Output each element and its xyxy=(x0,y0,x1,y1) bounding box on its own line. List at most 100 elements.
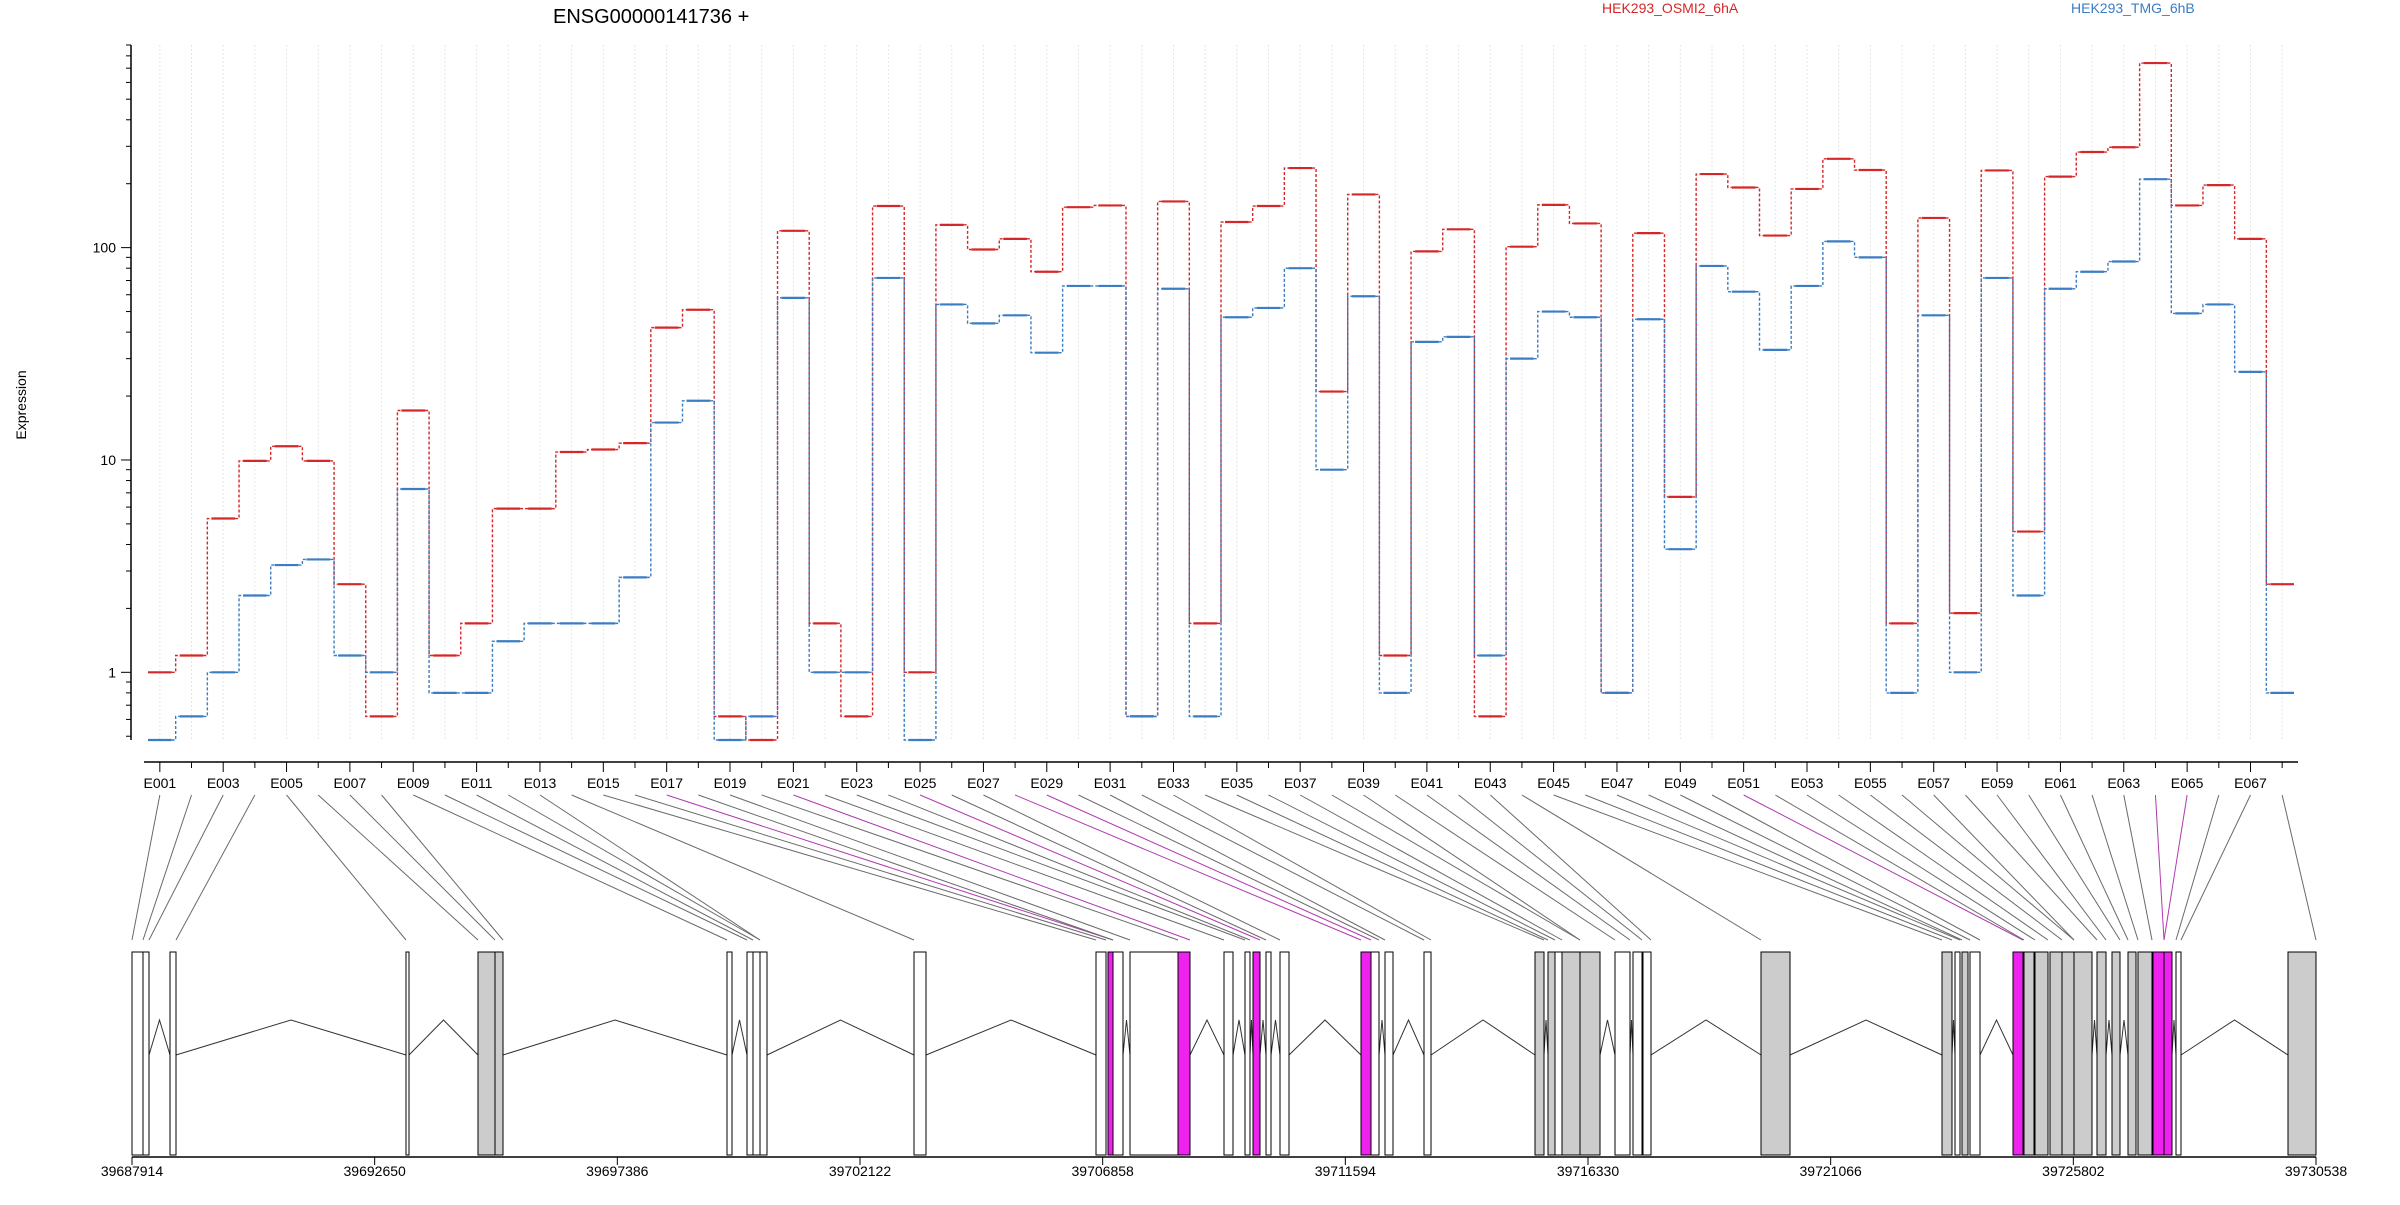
connector-segment xyxy=(1977,277,1986,674)
connector-segment xyxy=(235,460,244,520)
connector-segment xyxy=(1280,267,1289,309)
intron-line xyxy=(1232,1019,1246,1056)
connector-segment xyxy=(1755,291,1764,351)
connector-segment xyxy=(805,297,814,674)
connector-line xyxy=(539,794,761,941)
exon-connector-lines xyxy=(131,794,2317,941)
connector-line xyxy=(349,794,496,941)
connector-segment xyxy=(330,460,339,585)
exon-block xyxy=(913,951,927,1156)
connector-segment xyxy=(2008,277,2017,597)
connector-segment xyxy=(1533,204,1542,248)
x-tick-label: E039 xyxy=(1347,775,1380,791)
connector-line xyxy=(381,794,504,941)
intron-line xyxy=(2091,1019,2098,1056)
connector-line xyxy=(413,794,728,941)
connector-line xyxy=(1806,794,2036,941)
exon-block xyxy=(1941,951,1953,1156)
connector-line xyxy=(175,794,256,941)
connector-segment xyxy=(1407,250,1416,657)
intron-line xyxy=(1599,1019,1616,1056)
genomic-tick-label: 39721066 xyxy=(1800,1163,1863,1179)
connector-segment xyxy=(2167,178,2176,315)
x-axis: E001 E003 E005 E007 E009 E011 E013 E015 E017 E019… xyxy=(143,761,2298,791)
intron-line xyxy=(2171,1019,2177,1056)
exon-block xyxy=(1961,951,1969,1156)
connector-segment xyxy=(1375,295,1384,694)
connector-segment xyxy=(1502,246,1511,718)
genomic-coordinate-axis: 39687914 39692650 39697386 39702122 39706858… xyxy=(101,1156,2347,1179)
connector-line xyxy=(2154,794,2165,941)
connector-segment xyxy=(2103,260,2112,273)
connector-segment xyxy=(1153,288,1162,718)
connector-segment xyxy=(551,451,560,510)
exon-block xyxy=(405,951,410,1156)
x-tick-label: E007 xyxy=(334,775,367,791)
x-tick-label: E041 xyxy=(1411,775,1444,791)
connector-segment xyxy=(1058,206,1067,273)
exon-block xyxy=(142,951,150,1156)
intron-line xyxy=(1979,1018,2014,1056)
intron-line xyxy=(1789,1019,1943,1056)
connector-segment xyxy=(1470,336,1479,657)
intron-line xyxy=(2105,1019,2113,1056)
exon-block xyxy=(1969,951,1981,1156)
exon-block xyxy=(1223,951,1234,1156)
connector-line xyxy=(1141,794,1425,941)
intron-line xyxy=(766,1019,915,1056)
intron-line xyxy=(1270,1019,1281,1056)
exon-block xyxy=(2012,951,2024,1156)
connector-segment xyxy=(2135,62,2144,148)
intron-line xyxy=(1392,1018,1425,1056)
connector-segment xyxy=(456,622,465,657)
connector-segment xyxy=(1723,173,1732,189)
connector-segment xyxy=(995,314,1004,325)
connector-segment xyxy=(1248,205,1257,223)
genomic-tick-label: 39702122 xyxy=(829,1163,892,1179)
connector-line xyxy=(729,794,1131,941)
connector-segment xyxy=(2135,178,2144,263)
connector-segment xyxy=(2262,371,2271,694)
connector-segment xyxy=(1058,285,1067,354)
exon-block xyxy=(2152,951,2165,1156)
connector-segment xyxy=(1565,310,1574,318)
y-tick-label: 100 xyxy=(93,240,117,256)
connector-line xyxy=(1394,794,1616,941)
connector-line xyxy=(1648,794,1963,941)
connector-segment xyxy=(963,224,972,251)
connector-segment xyxy=(203,671,212,718)
intron-line xyxy=(148,1018,171,1056)
x-tick-label: E013 xyxy=(524,775,557,791)
x-tick-label: E045 xyxy=(1537,775,1570,791)
exon-block xyxy=(1279,951,1290,1156)
x-tick-label: E061 xyxy=(2044,775,2077,791)
exon-block xyxy=(477,951,496,1156)
connector-segment xyxy=(1818,158,1827,190)
connector-segment xyxy=(741,715,750,741)
x-tick-label: E059 xyxy=(1981,775,2014,791)
exon-block xyxy=(1265,951,1272,1156)
connector-line xyxy=(1838,794,2049,941)
genomic-tick-label: 39706858 xyxy=(1072,1163,1135,1179)
x-tick-label: E023 xyxy=(840,775,873,791)
intron-line xyxy=(2180,1019,2289,1056)
x-tick-label: E063 xyxy=(2107,775,2140,791)
connector-segment xyxy=(773,230,782,741)
x-tick-label: E027 xyxy=(967,775,1000,791)
connector-segment xyxy=(868,277,877,674)
connector-segment xyxy=(2072,271,2081,290)
connector-segment xyxy=(2167,62,2176,207)
legend-series-osmi2: HEK293_OSMI2_6hA xyxy=(1602,0,1739,16)
connector-segment xyxy=(425,488,434,694)
connector-segment xyxy=(1438,336,1447,343)
series-lines xyxy=(148,61,2294,742)
intron-line xyxy=(175,1019,407,1056)
x-tick-label: E043 xyxy=(1474,775,1507,791)
gene-model xyxy=(131,951,2317,1156)
connector-line xyxy=(2059,794,2129,941)
connector-line xyxy=(2281,794,2317,941)
connector-segment xyxy=(646,421,655,579)
exon-block xyxy=(2137,951,2153,1156)
connector-segment xyxy=(171,715,180,741)
connector-segment xyxy=(2230,303,2239,373)
